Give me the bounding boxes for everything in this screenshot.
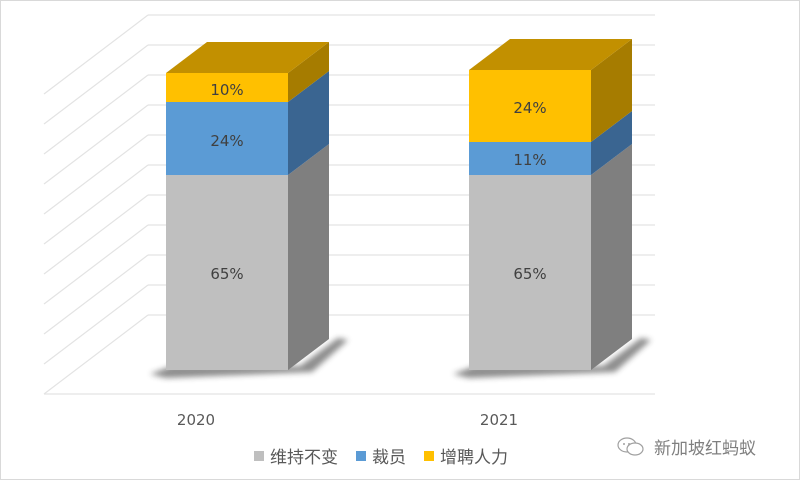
label-2020-blue: 24% xyxy=(210,132,243,150)
legend-swatch-gray xyxy=(254,450,264,461)
legend-swatch-blue xyxy=(356,450,366,461)
segment-blue-side xyxy=(288,71,329,175)
legend: 维持不变 裁员 增聘人力 xyxy=(254,443,526,468)
label-2020-yellow: 10% xyxy=(210,81,243,99)
label-2021-gray: 65% xyxy=(513,265,546,283)
segment-yellow-top xyxy=(469,39,632,70)
segment-gray-side xyxy=(591,144,632,370)
bar-2020: 10% 24% 65% xyxy=(150,42,348,378)
legend-label: 增聘人力 xyxy=(440,448,508,468)
bar-2021: 24% 11% 65% xyxy=(453,39,651,378)
segment-yellow-side xyxy=(288,42,329,102)
legend-label: 裁员 xyxy=(372,448,406,468)
watermark: 新加坡红蚂蚁 xyxy=(616,434,756,459)
segment-yellow-front xyxy=(166,73,288,102)
segment-blue-front xyxy=(469,142,591,175)
segment-gray-side xyxy=(288,144,329,370)
segment-yellow-side xyxy=(591,39,632,142)
label-2020-gray: 65% xyxy=(210,265,243,283)
segment-gray-front xyxy=(469,175,591,370)
legend-label: 维持不变 xyxy=(270,448,338,468)
legend-item-layoff: 裁员 xyxy=(356,443,406,468)
segment-blue-side xyxy=(591,111,632,175)
legend-item-unchanged: 维持不变 xyxy=(254,443,338,468)
legend-swatch-yellow xyxy=(424,450,434,461)
label-2021-blue: 11% xyxy=(513,151,546,169)
x-axis-label-2020: 2020 xyxy=(177,411,215,429)
segment-yellow-front xyxy=(469,70,591,142)
segment-gray-front xyxy=(166,175,288,370)
watermark-text: 新加坡红蚂蚁 xyxy=(654,439,756,459)
label-2021-yellow: 24% xyxy=(513,99,546,117)
segment-yellow-top xyxy=(166,42,329,73)
x-axis-label-2021: 2021 xyxy=(480,411,518,429)
segment-blue-front xyxy=(166,102,288,175)
legend-item-hiring: 增聘人力 xyxy=(424,443,508,468)
wechat-icon xyxy=(617,436,644,456)
